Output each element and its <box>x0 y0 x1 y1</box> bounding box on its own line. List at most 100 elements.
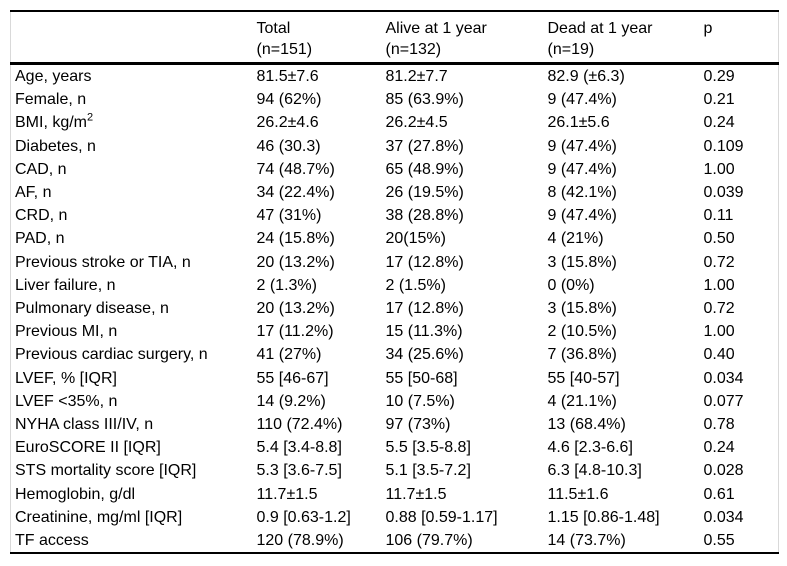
table-row: LVEF, % [IQR] 55 [46-67] 55 [50-68] 55 [40-… <box>11 367 779 390</box>
cell-p: 1.00 <box>703 160 735 178</box>
cell-label: AF, n <box>11 181 257 204</box>
table-row: Pulmonary disease, n 20 (13.2%) 17 (12.8%)… <box>11 297 779 320</box>
header-row: Total (n=151) Alive at 1 year (n=132) De… <box>10 11 779 65</box>
cell-total: 55 [46-67] <box>256 369 329 387</box>
cell-alive: 85 (63.9%) <box>385 91 464 109</box>
header-line2 <box>704 39 779 60</box>
cell-alive: 11.7±1.5 <box>385 485 447 503</box>
table-row: TF access 120 (78.9%) 106 (79.7%) 14 (73.7%… <box>11 529 779 553</box>
cell-alive: 5.5 [3.5-8.8] <box>385 439 471 457</box>
cell-dead: 9 (47.4%) <box>547 137 617 155</box>
cell-p: 0.028 <box>703 462 744 480</box>
cell-dead: 7 (36.8%) <box>547 346 617 364</box>
header-line2 <box>15 39 257 60</box>
cell-dead: 9 (47.4%) <box>547 160 617 178</box>
table-row: CRD, n 47 (31%) 38 (28.8%) 9 (47.4%) 0.11 <box>11 204 779 227</box>
cell-total: 20 (13.2%) <box>256 253 335 271</box>
cell-p: 1.00 <box>703 323 735 341</box>
table-row: Age, years 81.5±7.6 81.2±7.7 82.9 (±6.3) 0.2… <box>11 64 779 89</box>
table-row: Creatinine, mg/ml [IQR] 0.9 [0.63-1.2] 0.8… <box>11 506 779 529</box>
cell-dead: 14 (73.7%) <box>547 532 626 550</box>
cell-total: 26.2±4.6 <box>256 114 319 132</box>
row-label: EuroSCORE II [IQR] <box>15 439 161 457</box>
row-label: BMI, kg/m <box>15 114 88 132</box>
cell-dead: 6.3 [4.8-10.3] <box>547 462 642 480</box>
data-table: Total (n=151) Alive at 1 year (n=132) De… <box>10 10 779 555</box>
cell-alive: 106 (79.7%) <box>385 532 473 550</box>
cell-alive: 55 [50-68] <box>385 369 458 387</box>
row-label: AF, n <box>15 184 52 202</box>
cell-total: 74 (48.7%) <box>256 160 335 178</box>
baseline-characteristics-table: Total (n=151) Alive at 1 year (n=132) De… <box>10 10 779 555</box>
cell-dead: 9 (47.4%) <box>547 207 617 225</box>
cell-total: 0.9 [0.63-1.2] <box>256 508 351 526</box>
cell-alive: 65 (48.9%) <box>385 160 464 178</box>
cell-total: 14 (9.2%) <box>256 392 326 410</box>
cell-label: STS mortality score [IQR] <box>11 459 257 482</box>
header-line1 <box>15 18 257 39</box>
cell-dead: 4.6 [2.3-6.6] <box>547 439 633 457</box>
cell-label: Previous stroke or TIA, n <box>11 251 257 274</box>
table-row: Hemoglobin, g/dl 11.7±1.5 11.7±1.5 11.5±1.6… <box>11 483 779 506</box>
cell-dead: 82.9 (±6.3) <box>547 68 625 85</box>
table-row: Female, n 94 (62%) 85 (63.9%) 9 (47.4%) 0.21 <box>11 88 779 111</box>
cell-alive: 15 (11.3%) <box>385 323 463 341</box>
cell-p: 0.29 <box>703 68 735 85</box>
header-line2: (n=132) <box>385 41 442 58</box>
cell-alive: 2 (1.5%) <box>385 276 446 294</box>
row-label: STS mortality score [IQR] <box>15 462 197 480</box>
row-label: Creatinine, mg/ml [IQR] <box>15 508 183 526</box>
row-label: Previous MI, n <box>15 323 118 341</box>
row-label: NYHA class III/IV, n <box>15 416 154 434</box>
table-row: LVEF <35%, n 14 (9.2%) 10 (7.5%) 4 (21.1%) 0… <box>11 390 779 413</box>
table-row: PAD, n 24 (15.8%) 20(15%) 4 (21%) 0.50 <box>11 227 779 250</box>
row-label: Liver failure, n <box>15 276 116 294</box>
row-label: Hemoglobin, g/dl <box>15 485 136 503</box>
header-cell-total: Total (n=151) <box>256 11 386 65</box>
row-label: Female, n <box>15 91 87 109</box>
cell-label: Hemoglobin, g/dl <box>11 483 257 506</box>
cell-p: 0.50 <box>703 230 735 248</box>
cell-total: 47 (31%) <box>256 207 322 225</box>
cell-dead: 0 (0%) <box>547 276 595 294</box>
cell-total: 2 (1.3%) <box>256 276 317 294</box>
cell-total: 5.3 [3.6-7.5] <box>256 462 342 480</box>
table-row: BMI, kg/m2 26.2±4.6 26.2±4.5 26.1±5.6 0.24 <box>11 111 779 134</box>
cell-p: 0.72 <box>703 300 735 318</box>
cell-p: 1.00 <box>703 276 735 294</box>
cell-alive: 26.2±4.5 <box>385 114 448 132</box>
cell-total: 11.7±1.5 <box>256 485 318 503</box>
cell-alive: 26 (19.5%) <box>385 184 464 202</box>
table-row: Previous cardiac surgery, n 41 (27%) 34 (2… <box>11 343 779 366</box>
cell-label: CRD, n <box>11 204 257 227</box>
cell-label: Previous MI, n <box>11 320 257 343</box>
header-line1: Dead at 1 year <box>547 20 653 37</box>
header-cell-alive: Alive at 1 year (n=132) <box>385 11 548 65</box>
cell-label: BMI, kg/m2 <box>11 111 257 134</box>
cell-total: 41 (27%) <box>256 346 322 364</box>
table-row: CAD, n 74 (48.7%) 65 (48.9%) 9 (47.4%) 1.00 <box>11 158 779 181</box>
cell-label: EuroSCORE II [IQR] <box>11 436 257 459</box>
cell-total: 20 (13.2%) <box>256 300 335 318</box>
cell-total: 120 (78.9%) <box>256 532 344 550</box>
row-label: LVEF <35%, n <box>15 392 118 410</box>
cell-total: 94 (62%) <box>256 91 322 109</box>
table-body: Age, years 81.5±7.6 81.2±7.7 82.9 (±6.3) 0.2… <box>11 64 779 554</box>
cell-alive: 81.2±7.7 <box>385 68 448 85</box>
row-label: PAD, n <box>15 230 65 248</box>
cell-dead: 8 (42.1%) <box>547 184 617 202</box>
row-label-superscript: 2 <box>87 112 94 125</box>
row-label: Age, years <box>15 68 92 85</box>
cell-label: Creatinine, mg/ml [IQR] <box>11 506 257 529</box>
cell-p: 0.034 <box>703 508 744 526</box>
cell-p: 0.21 <box>703 91 735 109</box>
cell-p: 0.24 <box>703 439 735 457</box>
row-label: Diabetes, n <box>15 137 96 155</box>
cell-p: 0.077 <box>703 392 744 410</box>
cell-total: 5.4 [3.4-8.8] <box>256 439 342 457</box>
cell-label: Previous cardiac surgery, n <box>11 343 257 366</box>
cell-p: 0.039 <box>703 184 744 202</box>
cell-dead: 2 (10.5%) <box>547 323 617 341</box>
cell-p: 0.24 <box>703 114 735 132</box>
cell-label: Age, years <box>11 64 257 89</box>
